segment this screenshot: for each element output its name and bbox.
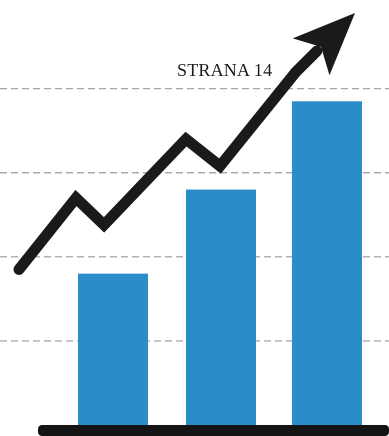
- bars: [78, 101, 362, 426]
- bar-2: [186, 189, 256, 425]
- trend-arrowhead: [292, 13, 355, 76]
- x-axis-baseline: [38, 425, 389, 436]
- chart-annotation: STRANA 14: [177, 60, 273, 80]
- trend-arrow: [13, 13, 355, 275]
- bar-3: [292, 101, 362, 426]
- trend-line: [13, 45, 323, 275]
- bar-1: [78, 273, 148, 425]
